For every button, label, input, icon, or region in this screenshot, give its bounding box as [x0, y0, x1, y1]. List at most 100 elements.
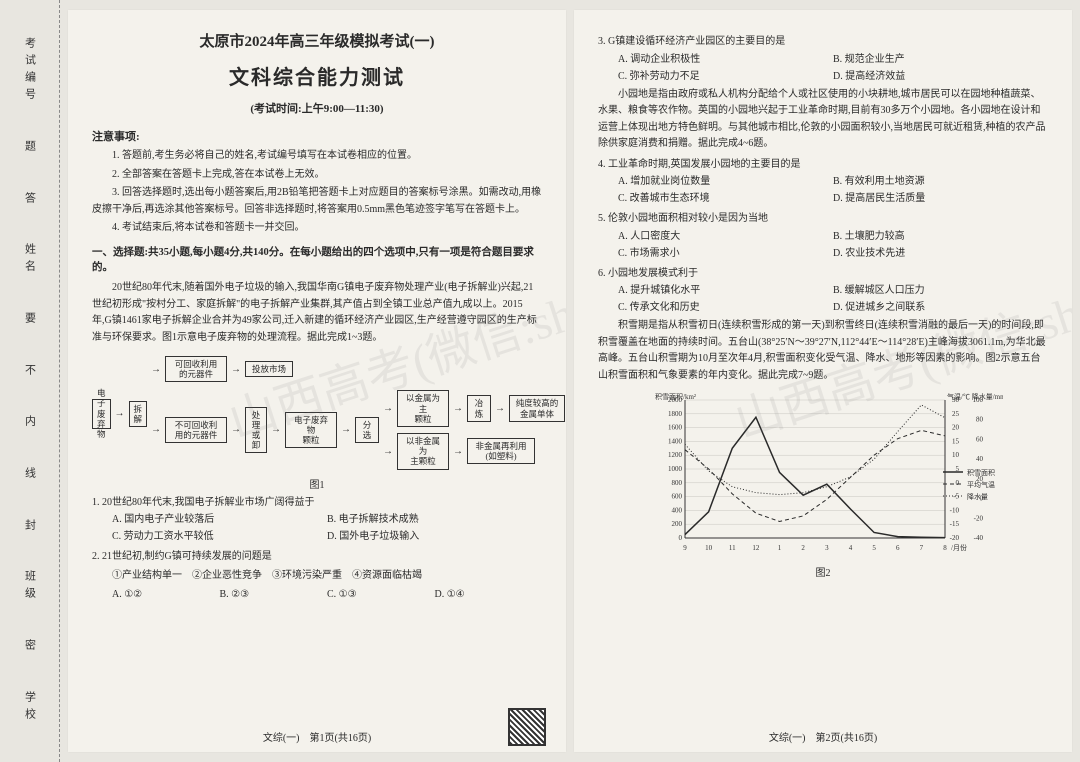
svg-text:600: 600: [672, 493, 683, 501]
option: A. 调动企业积极性: [618, 51, 833, 68]
question-3-stem: 3. G镇建设循环经济产业园区的主要目的是: [598, 34, 1048, 51]
svg-text:100: 100: [973, 396, 984, 404]
option: D. 促进城乡之间联系: [833, 299, 1048, 316]
margin-label: 密: [22, 639, 38, 656]
question-4-stem: 4. 工业革命时期,英国发展小园地的主要目的是: [598, 157, 1048, 174]
svg-text:-20: -20: [950, 534, 960, 542]
chart-svg: 0200400600800100012001400160018002000积雪面…: [643, 392, 1003, 562]
svg-text:-20: -20: [974, 514, 984, 522]
margin-label: 姓名: [22, 243, 38, 277]
question-2-line: ①产业结构单一 ②企业恶性竞争 ③环境污染严重 ④资源面临枯竭: [92, 568, 542, 585]
svg-text:10: 10: [705, 544, 713, 552]
flow-node: 冶炼: [467, 395, 491, 421]
svg-text:400: 400: [672, 506, 683, 514]
svg-text:0: 0: [679, 534, 683, 542]
svg-text:25: 25: [952, 410, 960, 418]
margin-label: 封: [22, 519, 38, 536]
svg-text:3: 3: [825, 544, 829, 552]
margin-label: 线: [22, 467, 38, 484]
arrow-icon: →: [341, 424, 351, 435]
svg-text:800: 800: [672, 479, 683, 487]
svg-text:-5: -5: [953, 493, 959, 501]
arrow-icon: →: [151, 364, 161, 375]
arrow-icon: →: [383, 446, 393, 457]
flow-node: 可回收利用 的元器件: [165, 356, 227, 382]
flow-node: 电子废弃物: [92, 399, 111, 429]
svg-text:1600: 1600: [668, 424, 683, 432]
arrow-icon: →: [231, 364, 241, 375]
arrow-icon: →: [383, 403, 393, 414]
svg-text:20: 20: [952, 424, 960, 432]
flow-node: 拆解: [129, 401, 148, 427]
figure-2-chart: 0200400600800100012001400160018002000积雪面…: [598, 392, 1048, 562]
svg-text:-15: -15: [950, 520, 960, 528]
figure-1-flowchart: 电子废弃物 → 拆解 → 可回收利用 的元器件 → 投放市场 → 不可回收利 用…: [92, 354, 542, 491]
notice-item: 1. 答题前,考生务必将自己的姓名,考试编号填写在本试卷相应的位置。: [92, 148, 542, 165]
svg-text:9: 9: [683, 544, 687, 552]
arrow-icon: →: [151, 424, 161, 435]
svg-text:40: 40: [976, 455, 984, 463]
page-1-footer: 文综(一) 第1页(共16页): [68, 729, 566, 744]
flow-node: 以非金属为 主颗粒: [397, 433, 449, 470]
flow-node: 电子废弃物 颗粒: [285, 412, 337, 449]
svg-text:15: 15: [952, 437, 960, 445]
exam-time: (考试时间:上午9:00—11:30): [92, 100, 542, 116]
svg-text:降水量: 降水量: [967, 492, 988, 501]
question-1-options: A. 国内电子产业较落后 B. 电子拆解技术成熟 C. 劳动力工资水平较低 D.…: [92, 511, 542, 545]
svg-text:4: 4: [849, 544, 853, 552]
flow-node: 投放市场: [245, 361, 293, 377]
option: D. ①④: [435, 586, 543, 603]
option: A. 国内电子产业较落后: [112, 511, 327, 528]
option: C. 改善城市生态环境: [618, 190, 833, 207]
svg-text:7: 7: [920, 544, 924, 552]
svg-text:200: 200: [672, 520, 683, 528]
option: B. ②③: [220, 586, 328, 603]
margin-label: 学校: [22, 691, 38, 725]
svg-text:0: 0: [956, 479, 960, 487]
svg-text:30: 30: [952, 396, 960, 404]
flow-node: 非金属再利用 (如塑料): [467, 438, 535, 464]
flow-node: 分选: [355, 417, 379, 443]
svg-text:1400: 1400: [668, 437, 683, 445]
question-1-stem: 1. 20世纪80年代末,我国电子拆解业市场广阔得益于: [92, 495, 542, 512]
option: D. 国外电子垃圾输入: [327, 528, 542, 545]
notice-heading: 注意事项:: [92, 128, 542, 144]
option: C. 弥补劳动力不足: [618, 68, 833, 85]
option: C. 劳动力工资水平较低: [112, 528, 327, 545]
svg-text:2: 2: [801, 544, 805, 552]
notice-item: 4. 考试结束后,将本试卷和答题卡一并交回。: [92, 220, 542, 237]
margin-label: 考试编号: [22, 37, 38, 105]
svg-text:1000: 1000: [668, 465, 683, 473]
page-1: 山西高考(微信:shxy518) 太原市2024年高三年级模拟考试(一) 文科综…: [68, 10, 566, 752]
flow-node: 以金属为主 颗粒: [397, 390, 449, 427]
option: B. 有效利用土地资源: [833, 173, 1048, 190]
margin-label: 题: [22, 140, 38, 157]
flow-node: 不可回收利 用的元器件: [165, 417, 227, 443]
passage-1: 20世纪80年代末,随着国外电子垃圾的输入,我国华南G镇电子废弃物处理产业(电子…: [92, 280, 542, 346]
svg-text:-10: -10: [950, 506, 960, 514]
option: D. 提高经济效益: [833, 68, 1048, 85]
pages-container: 山西高考(微信:shxy518) 太原市2024年高三年级模拟考试(一) 文科综…: [60, 0, 1080, 762]
svg-text:/月份: /月份: [951, 543, 967, 552]
figure-1-caption: 图1: [92, 476, 542, 491]
margin-label: 要: [22, 312, 38, 329]
svg-text:5: 5: [872, 544, 876, 552]
margin-label: 班级: [22, 570, 38, 604]
option: C. 传承文化和历史: [618, 299, 833, 316]
svg-text:1800: 1800: [668, 410, 683, 418]
option: D. 提高居民生活质量: [833, 190, 1048, 207]
margin-label: 不: [22, 364, 38, 381]
svg-text:60: 60: [976, 435, 984, 443]
question-5-stem: 5. 伦敦小园地面积相对较小是因为当地: [598, 211, 1048, 228]
question-5-options: A. 人口密度大 B. 土壤肥力较高 C. 市场需求小 D. 农业技术先进: [598, 228, 1048, 262]
option: A. 增加就业岗位数量: [618, 173, 833, 190]
option: C. 市场需求小: [618, 245, 833, 262]
arrow-icon: →: [495, 403, 505, 414]
flow-node: 纯度较高的 金属单体: [509, 395, 565, 421]
svg-text:-40: -40: [974, 534, 984, 542]
option: A. 提升城镇化水平: [618, 282, 833, 299]
option: C. ①③: [327, 586, 435, 603]
arrow-icon: →: [115, 408, 125, 419]
figure-2-caption: 图2: [598, 564, 1048, 579]
question-2-stem: 2. 21世纪初,制约G镇可持续发展的问题是: [92, 549, 542, 566]
